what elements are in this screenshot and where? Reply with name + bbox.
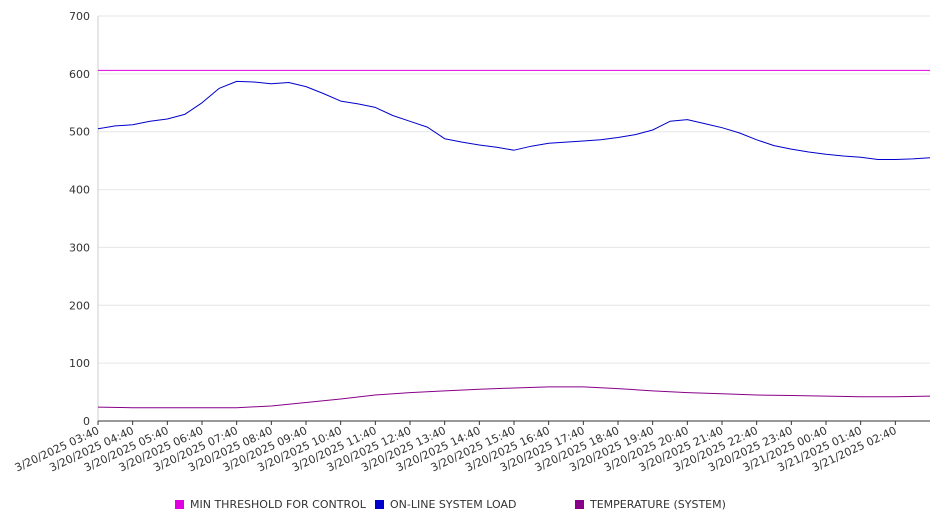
legend: MIN THRESHOLD FOR CONTROL ON-LINE SYSTEM… <box>0 498 946 514</box>
y-tick-label: 0 <box>83 415 90 428</box>
gridlines <box>98 15 930 364</box>
legend-label-temperature: TEMPERATURE (SYSTEM) <box>590 498 726 511</box>
legend-swatch-magenta <box>175 500 184 509</box>
legend-item-system-load: ON-LINE SYSTEM LOAD <box>375 498 516 511</box>
y-tick-label: 500 <box>69 126 90 139</box>
legend-swatch-purple <box>575 500 584 509</box>
series-lines <box>97 69 931 409</box>
y-tick-label: 200 <box>69 299 90 312</box>
y-tick-label: 100 <box>69 357 90 370</box>
legend-item-min-threshold: MIN THRESHOLD FOR CONTROL <box>175 498 366 511</box>
y-tick-label: 400 <box>69 184 90 197</box>
x-axis-tick-labels: 3/20/2025 03:403/20/2025 04:403/20/2025 … <box>13 424 899 474</box>
y-axis-tick-labels: 0 100 200 300 400 500 600 700 <box>69 10 90 428</box>
legend-item-temperature: TEMPERATURE (SYSTEM) <box>575 498 726 511</box>
legend-swatch-blue <box>375 500 384 509</box>
legend-label-min-threshold: MIN THRESHOLD FOR CONTROL <box>190 498 366 511</box>
legend-label-system-load: ON-LINE SYSTEM LOAD <box>390 498 517 511</box>
system-load-line <box>97 80 931 160</box>
y-tick-label: 300 <box>69 241 90 254</box>
temperature-line <box>97 386 931 409</box>
y-tick-label: 700 <box>69 10 90 23</box>
axes <box>97 16 930 425</box>
y-tick-label: 600 <box>69 68 90 81</box>
